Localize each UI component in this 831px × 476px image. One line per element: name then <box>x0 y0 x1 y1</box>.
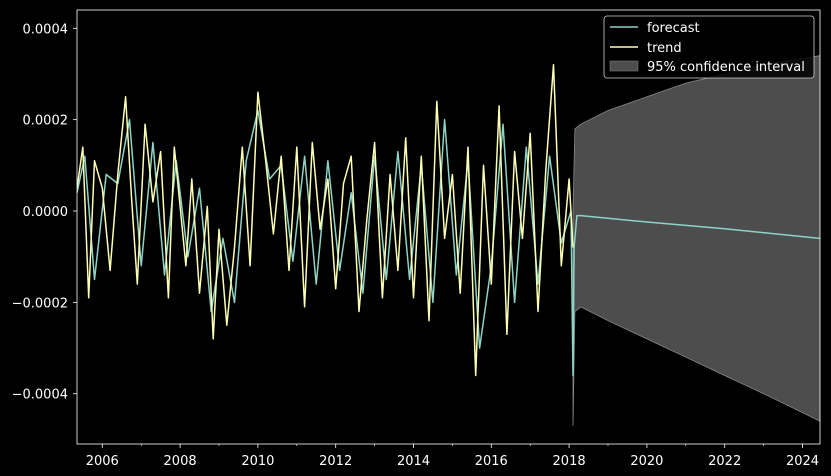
plot-area <box>77 55 820 426</box>
x-tick-label: 2006 <box>86 454 119 469</box>
legend-ci-label: 95% confidence interval <box>647 60 805 75</box>
legend-forecast-label: forecast <box>647 21 700 36</box>
legend-trend-label: trend <box>647 41 682 56</box>
x-tick-label: 2014 <box>397 454 430 469</box>
x-tick-label: 2010 <box>241 454 274 469</box>
y-tick-label: −0.0004 <box>12 388 68 403</box>
x-tick-label: 2008 <box>164 454 197 469</box>
y-tick-label: 0.0002 <box>23 114 69 129</box>
plot-series-group <box>77 55 820 426</box>
axes-frame <box>76 9 821 445</box>
legend-ci-swatch <box>609 60 639 72</box>
x-tick-label: 2012 <box>319 454 352 469</box>
confidence-interval-band <box>572 55 820 426</box>
legend: forecast trend 95% confidence interval <box>603 15 815 79</box>
axes: 2006 2008 2010 2012 2014 2016 2018 2020 2022 2024… <box>12 9 821 469</box>
y-tick-label: 0.0004 <box>23 22 69 37</box>
forecast-series-line <box>77 109 820 377</box>
x-tick-label: 2016 <box>475 454 508 469</box>
trend-series-line <box>77 64 574 377</box>
x-tick-label: 2020 <box>630 454 663 469</box>
x-tick-label: 2022 <box>708 454 741 469</box>
x-tick-label: 2024 <box>786 454 819 469</box>
x-tick-label: 2018 <box>553 454 586 469</box>
legend-box <box>603 15 815 79</box>
y-tick-label: 0.0000 <box>23 205 69 220</box>
y-tick-label: −0.0002 <box>12 296 68 311</box>
